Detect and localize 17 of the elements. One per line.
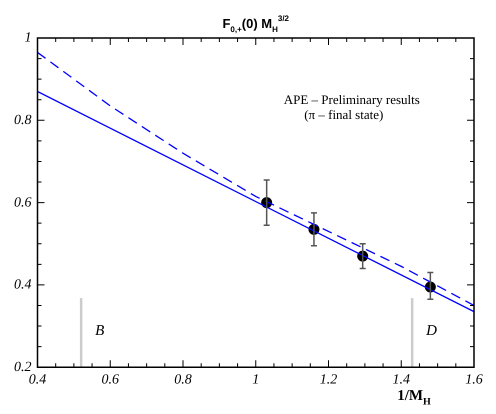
- y-tick-label: 1: [24, 30, 32, 46]
- y-tick-label: 0.2: [14, 360, 32, 375]
- annotation: APE – Preliminary results: [284, 92, 420, 107]
- y-tick-label: 0.6: [14, 195, 32, 210]
- x-tick-label: 1: [252, 372, 260, 388]
- x-tick-label: 0.6: [102, 372, 119, 388]
- x-tick-label: 0.4: [28, 372, 46, 388]
- x-tick-label: 1.4: [392, 372, 410, 388]
- ref-line-label: B: [95, 322, 104, 339]
- y-tick-label: 0.8: [14, 112, 32, 128]
- y-tick-label: 0.4: [14, 278, 32, 293]
- x-tick-label: 1.6: [465, 372, 483, 388]
- ref-line-label: D: [425, 322, 438, 339]
- x-tick-label: 1.2: [320, 372, 338, 388]
- x-tick-label: 0.8: [174, 372, 192, 388]
- line-series: [38, 52, 474, 306]
- annotation: (π – final state): [304, 106, 384, 122]
